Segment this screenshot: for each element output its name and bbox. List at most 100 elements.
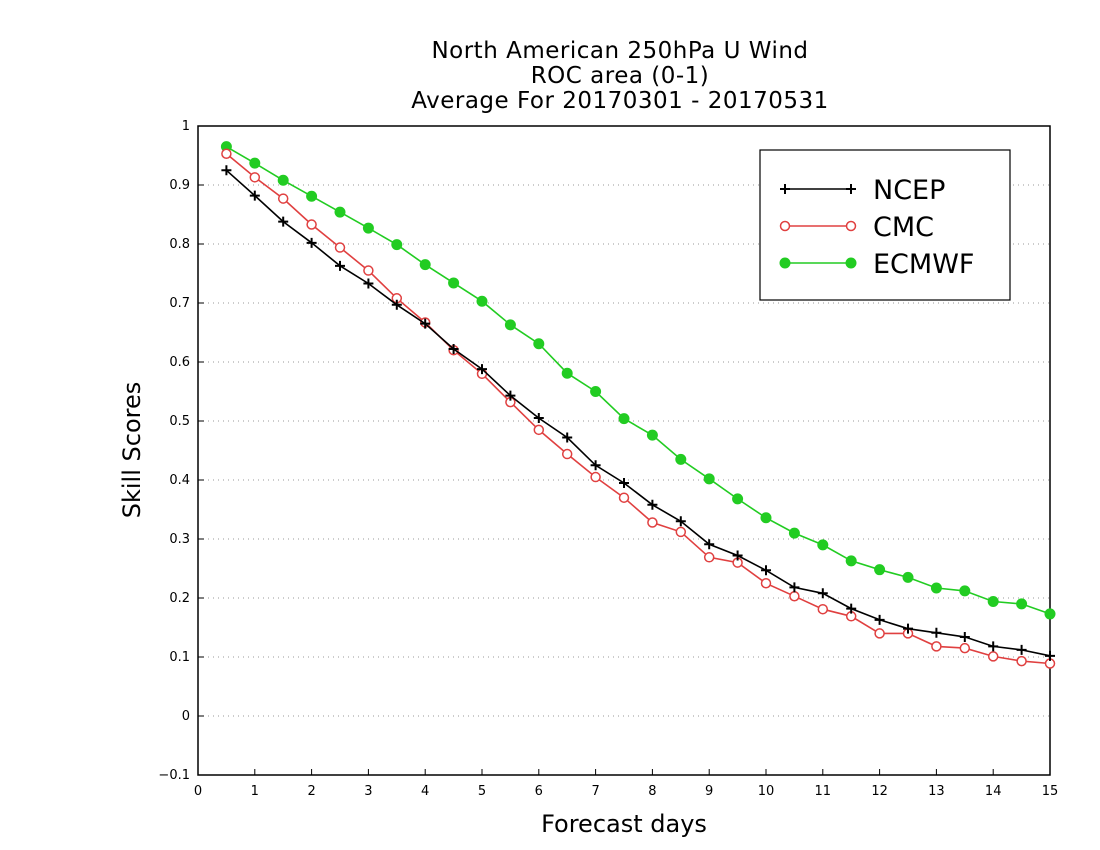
x-tick-label: 8 bbox=[648, 784, 656, 799]
legend: NCEP CMC ECMWF bbox=[759, 149, 1011, 301]
ncep-point bbox=[335, 260, 345, 271]
ecmwf-point bbox=[533, 338, 545, 350]
ecmwf-point bbox=[618, 413, 630, 425]
cmc-point bbox=[363, 265, 374, 276]
ecmwf-point bbox=[703, 473, 715, 485]
y-tick-label: 0.8 bbox=[169, 237, 190, 252]
legend-marker bbox=[846, 184, 856, 194]
chart-title-line-2: ROC area (0-1) bbox=[530, 63, 710, 89]
y-tick-label: 0.4 bbox=[169, 473, 190, 488]
ecmwf-point bbox=[362, 222, 374, 234]
y-tick-label: 0.5 bbox=[169, 414, 190, 429]
ecmwf-point bbox=[249, 157, 261, 169]
cmc-point bbox=[306, 219, 317, 230]
legend-marker bbox=[779, 257, 791, 269]
cmc-point bbox=[249, 172, 261, 183]
y-tick-label: −0.1 bbox=[158, 768, 190, 783]
ecmwf-point bbox=[1044, 608, 1056, 620]
ncep-point bbox=[817, 588, 828, 599]
ncep-point bbox=[249, 190, 260, 201]
ecmwf-point bbox=[277, 174, 289, 186]
x-tick-label: 6 bbox=[535, 784, 543, 799]
ecmwf-point bbox=[448, 277, 460, 289]
cmc-point bbox=[987, 651, 999, 662]
x-tick-label: 14 bbox=[985, 784, 1002, 799]
ecmwf-point bbox=[845, 555, 857, 567]
x-tick-label: 4 bbox=[421, 784, 429, 799]
cmc-point bbox=[590, 471, 601, 483]
cmc-point bbox=[959, 642, 971, 654]
ncep-point bbox=[647, 499, 658, 510]
ecmwf-point bbox=[987, 596, 999, 608]
chart-title-line-1: North American 250hPa U Wind bbox=[431, 38, 809, 64]
cmc-point bbox=[533, 424, 545, 436]
cmc-point bbox=[760, 578, 772, 589]
ecmwf-point bbox=[561, 367, 573, 379]
cmc-point bbox=[221, 148, 232, 159]
ncep-point bbox=[363, 278, 374, 289]
x-tick-label: 13 bbox=[928, 784, 945, 799]
ecmwf-point bbox=[675, 453, 687, 465]
ecmwf-point bbox=[419, 259, 431, 271]
ecmwf-point bbox=[476, 295, 488, 307]
legend-box bbox=[759, 149, 1011, 301]
legend-marker bbox=[845, 257, 857, 269]
ncep-point bbox=[704, 539, 715, 550]
cmc-point bbox=[277, 193, 289, 204]
x-tick-label: 7 bbox=[591, 784, 599, 799]
ecmwf-point bbox=[959, 585, 971, 597]
x-tick-label: 5 bbox=[478, 784, 486, 799]
ncep-point bbox=[903, 623, 913, 634]
cmc-point bbox=[789, 590, 800, 602]
ncep-point bbox=[1045, 650, 1055, 661]
ecmwf-point bbox=[788, 527, 800, 539]
legend-marker bbox=[780, 184, 790, 194]
cmc-point bbox=[561, 448, 573, 460]
ecmwf-point bbox=[306, 190, 318, 202]
cmc-point bbox=[817, 603, 829, 615]
ncep-point bbox=[533, 413, 544, 424]
ncep-point bbox=[931, 627, 942, 638]
x-tick-label: 10 bbox=[758, 784, 775, 799]
y-tick-label: 0.6 bbox=[169, 355, 190, 370]
y-tick-label: 0.7 bbox=[169, 296, 190, 311]
cmc-point bbox=[675, 526, 687, 538]
y-tick-label: 0 bbox=[182, 709, 190, 724]
plot-frame bbox=[197, 125, 1051, 776]
legend-item-cmc: CMC bbox=[779, 212, 934, 243]
y-axis-label: Skill Scores bbox=[118, 381, 146, 519]
x-tick-label: 3 bbox=[364, 784, 372, 799]
cmc-point bbox=[931, 641, 942, 652]
ncep-point bbox=[590, 460, 601, 471]
ncep-point bbox=[789, 582, 800, 593]
cmc-point bbox=[1016, 655, 1027, 667]
x-tick-label: 11 bbox=[815, 784, 832, 799]
x-tick-label: 12 bbox=[871, 784, 888, 799]
y-tick-label: 0.3 bbox=[169, 532, 190, 547]
x-axis-label: Forecast days bbox=[541, 810, 707, 838]
series-ncep bbox=[221, 165, 1055, 661]
cmc-point bbox=[874, 628, 885, 639]
ecmwf-point bbox=[902, 571, 914, 583]
ecmwf-point bbox=[646, 429, 658, 441]
ncep-point bbox=[221, 165, 232, 176]
legend-marker bbox=[779, 220, 791, 232]
series-ecmwf bbox=[220, 141, 1056, 620]
ncep-point bbox=[448, 344, 459, 355]
ecmwf-point bbox=[590, 386, 602, 397]
ecmwf-point bbox=[391, 239, 403, 251]
y-tick-label: 1 bbox=[182, 119, 190, 134]
legend-item-ncep: NCEP bbox=[780, 175, 945, 206]
x-tick-label: 2 bbox=[307, 784, 315, 799]
ecmwf-point bbox=[930, 582, 942, 594]
ecmwf-point bbox=[874, 564, 886, 576]
ncep-point bbox=[619, 477, 629, 488]
x-tick-label: 15 bbox=[1042, 784, 1059, 799]
legend-marker bbox=[845, 220, 857, 232]
ecmwf-point bbox=[817, 539, 829, 551]
ncep-point bbox=[306, 237, 317, 248]
cmc-point bbox=[618, 492, 630, 503]
legend-item-ecmwf: ECMWF bbox=[779, 249, 974, 280]
series-cmc bbox=[221, 148, 1056, 669]
